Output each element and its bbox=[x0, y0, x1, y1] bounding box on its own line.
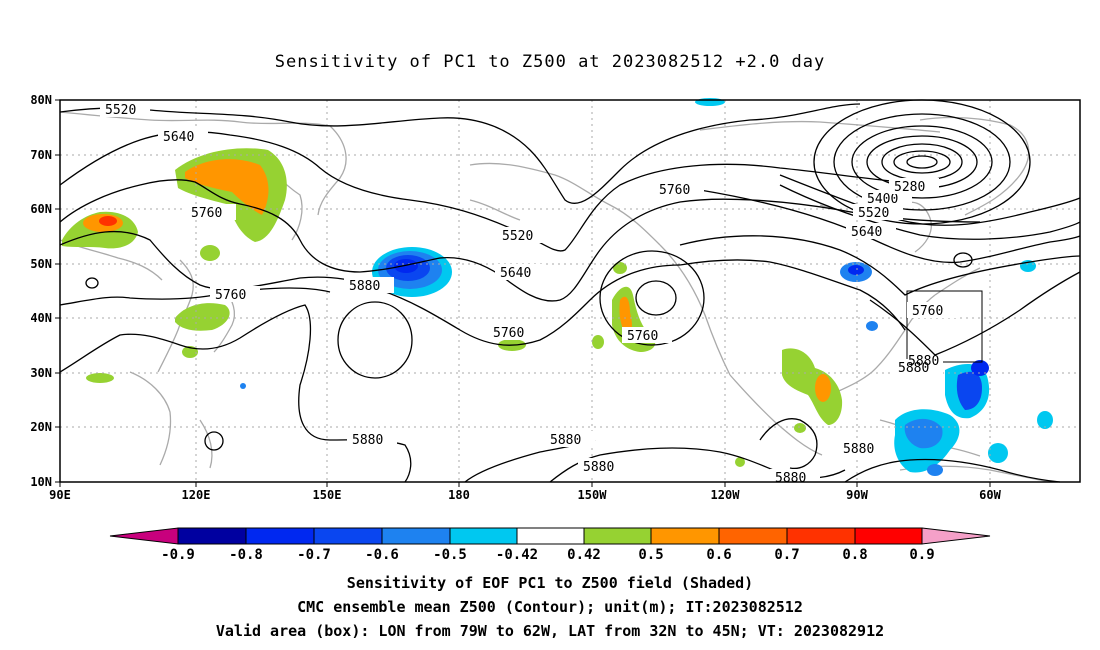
shade-positive-asia-center bbox=[99, 216, 117, 226]
shade-negative-dateline-4 bbox=[394, 259, 418, 273]
colorbar-segment bbox=[382, 528, 450, 544]
shade-negative-small-4 bbox=[927, 464, 943, 476]
colorbar-segment bbox=[246, 528, 314, 544]
colorbar-label: 0.5 bbox=[638, 547, 663, 563]
figure-title: Sensitivity of PC1 to Z500 at 2023082512… bbox=[275, 52, 826, 72]
valid-area-box bbox=[906, 290, 983, 363]
shade-negative-atlantic-core bbox=[956, 371, 982, 410]
contour-label: 5880 bbox=[550, 433, 581, 448]
contour-label: 5880 bbox=[775, 471, 806, 486]
lon-label: 150W bbox=[578, 488, 608, 502]
shade-positive-epac-small bbox=[613, 262, 627, 274]
contour-label: 5520 bbox=[105, 103, 136, 118]
colorbar-segment bbox=[719, 528, 787, 544]
colorbar-segment bbox=[787, 528, 855, 544]
colorbar-segment bbox=[178, 528, 246, 544]
caption-line-3: Valid area (box): LON from 79W to 62W, L… bbox=[215, 622, 885, 640]
contour-label: 5880 bbox=[583, 460, 614, 475]
lon-label: 120E bbox=[182, 488, 211, 502]
colorbar-label: 0.7 bbox=[774, 547, 799, 563]
contour-label: 5640 bbox=[163, 130, 194, 145]
lat-label: 60N bbox=[30, 202, 52, 216]
shade-negative-small-1 bbox=[866, 321, 878, 331]
lon-label: 60W bbox=[979, 488, 1001, 502]
colorbar-label: 0.8 bbox=[842, 547, 867, 563]
contour-label: 5520 bbox=[858, 206, 889, 221]
shade-positive-small-3 bbox=[86, 373, 114, 383]
colorbar-segment bbox=[450, 528, 517, 544]
lat-label: 30N bbox=[30, 366, 52, 380]
contour-label: 5760 bbox=[215, 288, 246, 303]
colorbar-min-arrow bbox=[110, 528, 178, 544]
shade-positive-small-2 bbox=[175, 303, 230, 331]
colorbar: -0.9 -0.8 -0.7 -0.6 -0.5 -0.42 0.42 0.5 … bbox=[109, 527, 991, 563]
lat-label: 70N bbox=[30, 148, 52, 162]
colorbar-label: -0.8 bbox=[229, 547, 263, 563]
shade-positive-siberia-core bbox=[185, 159, 269, 215]
latitude-labels: 80N 70N 60N 50N 40N 30N 20N 10N bbox=[30, 93, 52, 489]
axis-ticks bbox=[55, 99, 991, 487]
shade-positive-small-6 bbox=[592, 335, 604, 349]
contour-label: 5520 bbox=[502, 229, 533, 244]
colorbar-label: -0.42 bbox=[496, 547, 538, 563]
contour-label: 5880 bbox=[908, 354, 939, 369]
colorbar-label: -0.7 bbox=[297, 547, 331, 563]
caption-line-1: Sensitivity of EOF PC1 to Z500 field (Sh… bbox=[346, 574, 754, 592]
shade-positive-gulf-core bbox=[815, 374, 831, 402]
contour-label: 5760 bbox=[627, 329, 658, 344]
lon-label: 120W bbox=[711, 488, 741, 502]
contour-label: 5640 bbox=[500, 266, 531, 281]
shade-negative-atlantic-small bbox=[971, 360, 989, 376]
lon-label: 150E bbox=[313, 488, 342, 502]
colorbar-label: 0.6 bbox=[706, 547, 731, 563]
colorbar-segment bbox=[314, 528, 382, 544]
contour-label: 5880 bbox=[843, 442, 874, 457]
contour-label: 5760 bbox=[659, 183, 690, 198]
shade-negative-small-7 bbox=[240, 383, 246, 389]
lat-label: 10N bbox=[30, 475, 52, 489]
sensitivity-shading bbox=[62, 98, 1053, 476]
colorbar-label: 0.9 bbox=[909, 547, 934, 563]
contour-label: 5880 bbox=[352, 433, 383, 448]
shade-positive-gulf bbox=[782, 348, 843, 425]
shade-positive-small-7 bbox=[794, 423, 806, 433]
shade-positive-small-8 bbox=[735, 457, 745, 467]
shade-positive-epac-core bbox=[619, 296, 632, 336]
contour-label: 5760 bbox=[191, 206, 222, 221]
lat-label: 50N bbox=[30, 257, 52, 271]
shade-negative-greatlakes-core bbox=[848, 265, 864, 275]
colorbar-label: -0.6 bbox=[365, 547, 399, 563]
shade-negative-small-2 bbox=[988, 443, 1008, 463]
contour-label: 5400 bbox=[867, 192, 898, 207]
contour-label: 5760 bbox=[493, 326, 524, 341]
lat-label: 20N bbox=[30, 420, 52, 434]
shade-negative-small-5 bbox=[695, 98, 725, 106]
contour-label: 5880 bbox=[898, 361, 929, 376]
shade-negative-caribbean-core bbox=[904, 418, 943, 449]
map-frame bbox=[59, 99, 1081, 483]
contour-label: 5640 bbox=[851, 225, 882, 240]
shade-positive-small-1 bbox=[200, 245, 220, 261]
caption-line-2: CMC ensemble mean Z500 (Contour); unit(m… bbox=[297, 598, 803, 616]
colorbar-segment bbox=[651, 528, 719, 544]
lon-label: 90W bbox=[846, 488, 868, 502]
lat-label: 80N bbox=[30, 93, 52, 107]
longitude-labels: 90E 120E 150E 180 150W 120W 90W 60W bbox=[49, 488, 1001, 502]
lat-label: 40N bbox=[30, 311, 52, 325]
colorbar-label: -0.5 bbox=[433, 547, 467, 563]
contour-label: 5280 bbox=[894, 180, 925, 195]
contour-label: 5760 bbox=[912, 304, 943, 319]
colorbar-label: 0.42 bbox=[567, 547, 601, 563]
lon-label: 180 bbox=[448, 488, 470, 502]
colorbar-segment bbox=[584, 528, 651, 544]
colorbar-max-arrow bbox=[922, 528, 990, 544]
colorbar-segment bbox=[855, 528, 922, 544]
contour-label-layer: 5520 5640 5760 5880 5520 5640 5760 5760 … bbox=[100, 101, 957, 486]
lon-label: 90E bbox=[49, 488, 71, 502]
colorbar-label: -0.9 bbox=[161, 547, 195, 563]
shade-negative-small-3 bbox=[1037, 411, 1053, 429]
colorbar-segment bbox=[517, 528, 584, 544]
contour-label: 5880 bbox=[349, 279, 380, 294]
